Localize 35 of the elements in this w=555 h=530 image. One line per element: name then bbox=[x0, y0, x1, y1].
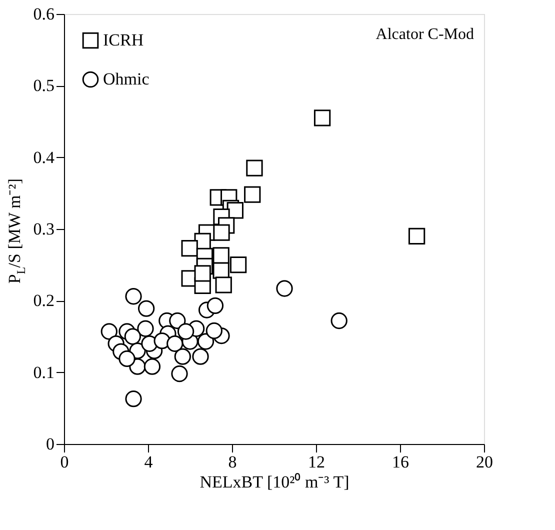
point bbox=[194, 265, 211, 282]
point bbox=[181, 240, 198, 257]
y-axis-title: PL/S [MW m⁻²] bbox=[5, 178, 28, 284]
x-tick-label: 4 bbox=[144, 452, 154, 472]
y-tick-label: 0.1 bbox=[33, 362, 54, 382]
point bbox=[244, 186, 261, 203]
point bbox=[138, 300, 155, 317]
y-tick-label: 0.5 bbox=[33, 76, 54, 96]
point bbox=[166, 335, 184, 352]
y-tick-label: 0.2 bbox=[33, 291, 54, 310]
x-axis-title: NELxBT [10²⁰ m⁻³ T] bbox=[200, 472, 350, 492]
point bbox=[408, 228, 426, 244]
x-tick-label: 12 bbox=[308, 452, 325, 472]
point bbox=[215, 276, 232, 294]
point bbox=[177, 323, 194, 340]
point bbox=[206, 297, 224, 314]
legend-label: Ohmic bbox=[103, 70, 150, 88]
annotation: Alcator C-Mod bbox=[376, 26, 474, 43]
point bbox=[118, 350, 136, 368]
x-tick-label: 16 bbox=[392, 452, 409, 472]
point bbox=[230, 256, 247, 274]
legend-label: ICRH bbox=[103, 30, 144, 50]
x-tick-label: 20 bbox=[476, 452, 493, 472]
y-tick-label: 0.3 bbox=[33, 220, 54, 238]
point bbox=[314, 110, 331, 126]
y-tick-label: 0 bbox=[46, 434, 54, 454]
x-tick-label: 0 bbox=[60, 452, 69, 472]
point bbox=[125, 390, 142, 408]
y-tick-label: 0.4 bbox=[33, 148, 55, 167]
y-tick-label: 0.6 bbox=[33, 4, 54, 24]
point bbox=[206, 322, 222, 340]
point bbox=[246, 160, 263, 176]
x-tick-label: 8 bbox=[228, 452, 237, 472]
point bbox=[124, 328, 142, 345]
point bbox=[213, 224, 230, 241]
